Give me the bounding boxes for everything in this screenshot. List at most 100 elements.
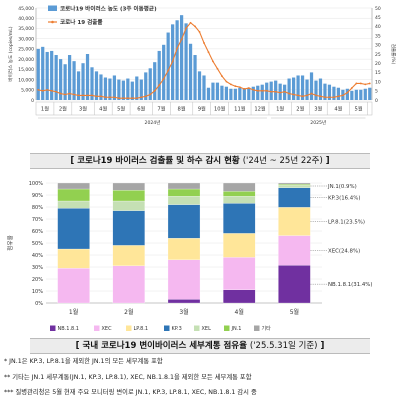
concentration-bar (336, 87, 341, 100)
x-tick-label: 2월 (124, 308, 133, 316)
concentration-bar (112, 75, 117, 100)
concentration-bar (59, 59, 63, 100)
month-label: 1월 (276, 105, 284, 113)
concentration-bar (309, 72, 314, 100)
detection-rate-point (297, 94, 299, 97)
y-tick-label: 90% (32, 193, 43, 199)
share-annotation: JN.1(0.9%) (327, 184, 357, 190)
detection-rate-point (176, 47, 179, 50)
detection-rate-point (180, 38, 183, 41)
y-right-tick-label: 35 (375, 33, 381, 39)
detection-rate-point (252, 88, 255, 91)
month-label: 1월 (41, 105, 49, 113)
y-left-tick-label: 10,000 (18, 77, 34, 83)
concentration-bar (300, 75, 305, 100)
concentration-bar (224, 86, 229, 100)
concentration-bar (50, 50, 54, 100)
stacked-segment (57, 182, 90, 190)
footnote-1: * JN.1은 KP.3, LP.8.1을 제외한 JN.1의 모든 세부계통 … (4, 358, 163, 365)
concentration-bar (188, 43, 193, 100)
legend-label: XEL (202, 326, 212, 332)
x-tick-label: 4월 (235, 308, 244, 316)
year-label: 2025년 (310, 119, 326, 126)
concentration-bar (274, 80, 278, 100)
y-left-tick-label: 0 (31, 98, 34, 104)
detection-rate-point (324, 96, 326, 99)
concentration-bar (354, 89, 358, 100)
concentration-bar (94, 71, 99, 100)
legend-swatch (50, 325, 56, 331)
concentration-bar (233, 88, 237, 100)
wastewater-detection-chart: 0 5,000 10,000 15,000 20,000 25,000 30,000 35,0… (7, 5, 397, 127)
y-left-tick-label: 15,000 (18, 67, 34, 73)
detection-rate-point (207, 51, 210, 54)
stacked-segment (167, 259, 201, 300)
concentration-bar (202, 75, 206, 100)
y-tick-label: 30% (32, 265, 43, 271)
detection-rate-point (158, 84, 161, 87)
detection-rate-point (82, 94, 84, 97)
concentration-bar (238, 87, 242, 100)
y-tick-label: 50% (32, 241, 43, 247)
legend-swatch (126, 325, 132, 331)
legend-swatch (254, 325, 260, 331)
detection-rate-point (59, 92, 62, 95)
detection-rate-point (261, 89, 264, 92)
stacked-segment (112, 190, 145, 202)
detection-rate-point (337, 95, 340, 98)
stacked-segment (167, 299, 201, 304)
month-label: 2월 (296, 105, 304, 113)
concentration-bar (99, 74, 103, 100)
legend-label: LP.8.1 (134, 326, 149, 332)
detection-rate-point (319, 95, 322, 98)
variant-share-chart: 0% 10% 20% 30% 40% 50% 60% 70% 80% 90% 100% 점유율 1월 2월… (7, 181, 373, 332)
detection-rate-point (301, 95, 304, 98)
footnote-2: ** 기타는 JN.1 세부계통(JN.1, KP.3, LP.8.1), XE… (4, 374, 252, 381)
concentration-bar (332, 86, 336, 100)
detection-rate-point (117, 97, 120, 100)
chart2-title-period: ('25.5.31일 기준) (249, 341, 318, 351)
legend-swatch (164, 325, 170, 331)
concentration-bar (305, 79, 309, 100)
stacked-segment (223, 289, 256, 304)
detection-rate-point (283, 90, 286, 93)
month-label: 3월 (79, 105, 87, 113)
legend-label: 기타 (262, 325, 272, 332)
concentration-bar (345, 88, 349, 100)
detection-rate-point (131, 97, 134, 100)
concentration-bar (103, 77, 108, 100)
detection-rate-point (55, 90, 58, 93)
detection-rate-point (265, 89, 268, 92)
concentration-bar (76, 71, 81, 100)
detection-rate-point (221, 75, 223, 77)
concentration-bar (63, 64, 67, 100)
legend-label: KP.3 (172, 326, 182, 332)
stacked-segment (57, 248, 90, 269)
chart1-title: [ 코로나19 바이러스 검출률 및 하수 감시 현황 ('24년 ~ 25년 … (30, 153, 370, 169)
y-right-tick-label: 40 (375, 24, 381, 30)
stacked-segment (278, 185, 311, 188)
legend-label: NB.1.8.1 (58, 326, 79, 332)
y-left-tick-label: 30,000 (18, 36, 34, 42)
y-left-tick-label: 35,000 (18, 26, 34, 32)
concentration-bar (148, 68, 152, 100)
detection-rate-point (73, 93, 75, 96)
stacked-segment (57, 188, 90, 202)
concentration-bar (206, 87, 211, 100)
concentration-bar (287, 78, 291, 100)
concentration-bar (256, 85, 260, 100)
detection-rate-point (247, 87, 250, 89)
y-tick-label: 100% (29, 181, 44, 187)
detection-rate-point (86, 94, 89, 97)
stacked-segment (167, 196, 201, 205)
detection-rate-point (310, 92, 313, 95)
y-left-tick-label: 45,000 (18, 6, 34, 12)
detection-rate-point (37, 88, 40, 91)
y-tick-label: 80% (32, 205, 43, 211)
month-label: 4월 (334, 105, 342, 113)
stacked-segment (112, 210, 145, 246)
concentration-bar (153, 62, 157, 100)
concentration-bar (269, 81, 273, 100)
y-left-tick-label: 20,000 (18, 57, 34, 63)
